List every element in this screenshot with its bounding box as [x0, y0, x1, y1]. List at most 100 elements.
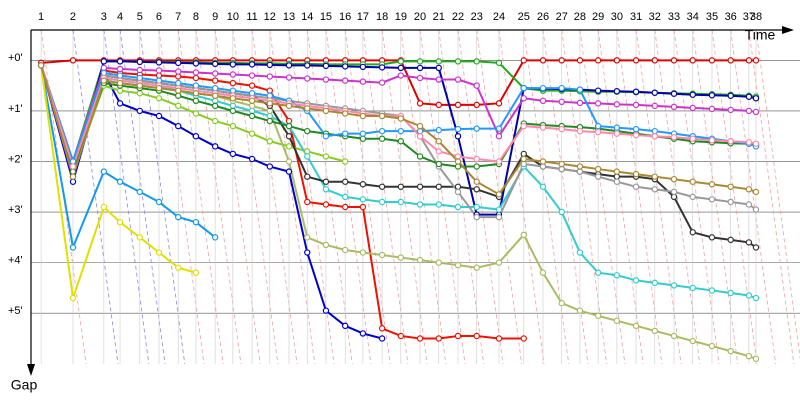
data-point	[651, 102, 659, 110]
x-tick-label: 2	[70, 11, 76, 23]
data-point	[116, 79, 124, 87]
data-point	[69, 294, 77, 302]
data-point	[136, 66, 143, 74]
data-point	[435, 138, 442, 145]
data-point	[495, 100, 503, 107]
data-point	[594, 165, 602, 173]
data-point	[248, 130, 256, 137]
lap-line	[457, 29, 504, 365]
lap-line	[597, 29, 644, 365]
data-point	[454, 188, 462, 196]
data-point	[248, 61, 256, 68]
data-point	[752, 188, 760, 196]
data-point	[473, 82, 480, 89]
data-point	[211, 84, 219, 92]
data-point	[558, 208, 565, 216]
data-point	[304, 148, 311, 155]
data-point	[285, 158, 293, 165]
data-point	[454, 203, 462, 211]
x-tick-label: 19	[395, 11, 407, 23]
data-point	[539, 84, 547, 92]
data-point	[378, 335, 386, 342]
x-tick-label: 26	[537, 11, 549, 23]
data-point	[100, 203, 108, 211]
x-tick-label: 36	[725, 11, 737, 23]
y-tick-label: +3'	[8, 204, 23, 216]
data-point	[192, 60, 200, 67]
x-tick-label: 30	[611, 11, 623, 23]
data-point	[708, 181, 716, 188]
data-point	[155, 72, 163, 79]
lap-line	[214, 29, 261, 365]
data-point	[670, 175, 678, 183]
data-point	[435, 259, 442, 266]
lap-line	[523, 29, 570, 365]
data-point	[322, 241, 330, 249]
lap-line	[755, 29, 800, 360]
data-point	[651, 173, 659, 180]
data-point	[322, 62, 330, 70]
data-point	[520, 335, 527, 342]
data-point	[322, 132, 330, 140]
data-point	[632, 277, 640, 284]
data-point	[454, 76, 462, 83]
x-axis-arrow	[782, 26, 794, 34]
data-point	[192, 132, 200, 140]
data-point	[576, 168, 584, 175]
data-point	[689, 337, 696, 345]
x-tick-label: 6	[156, 11, 162, 23]
data-point	[229, 95, 237, 102]
data-point	[397, 72, 405, 79]
series-line	[40, 65, 757, 299]
data-point	[69, 57, 77, 64]
data-point	[155, 67, 163, 74]
x-axis-label: Time	[745, 27, 776, 43]
data-point	[416, 74, 424, 82]
data-point	[378, 251, 386, 259]
data-point	[416, 183, 424, 190]
data-point	[454, 132, 462, 140]
data-point	[69, 163, 77, 170]
data-point	[473, 101, 480, 109]
x-tick-label: 25	[518, 11, 530, 23]
data-point	[69, 244, 77, 251]
data-point	[192, 74, 200, 82]
data-point	[175, 73, 182, 80]
data-point	[69, 173, 77, 180]
lap-line	[654, 29, 701, 365]
data-point	[539, 183, 547, 190]
data-point	[454, 332, 462, 340]
data-point	[613, 272, 621, 279]
lap-line	[635, 29, 682, 365]
data-point	[322, 201, 330, 208]
data-point	[175, 59, 182, 67]
data-point	[397, 332, 405, 340]
data-point	[632, 88, 640, 95]
x-tick-label: 8	[193, 11, 199, 23]
data-point	[359, 63, 367, 71]
data-point	[211, 70, 219, 77]
data-point	[359, 330, 367, 337]
data-point	[322, 178, 330, 185]
data-point	[192, 82, 200, 89]
data-point	[397, 138, 405, 145]
x-tick-label: 14	[301, 11, 313, 23]
data-point	[435, 126, 442, 134]
data-point	[454, 261, 462, 269]
data-point	[752, 108, 760, 116]
x-tick-label: 32	[649, 11, 661, 23]
lap-line	[711, 29, 758, 365]
data-point	[416, 335, 424, 342]
data-point	[229, 79, 237, 87]
data-point	[136, 74, 143, 82]
data-point	[69, 168, 77, 175]
data-point	[175, 102, 182, 110]
data-point	[211, 92, 219, 99]
data-point	[304, 127, 311, 135]
data-point	[745, 292, 753, 299]
data-point	[613, 57, 621, 64]
data-point	[341, 77, 349, 84]
x-tick-label: 20	[414, 11, 426, 23]
lap-line	[561, 29, 608, 365]
data-point	[69, 178, 77, 185]
